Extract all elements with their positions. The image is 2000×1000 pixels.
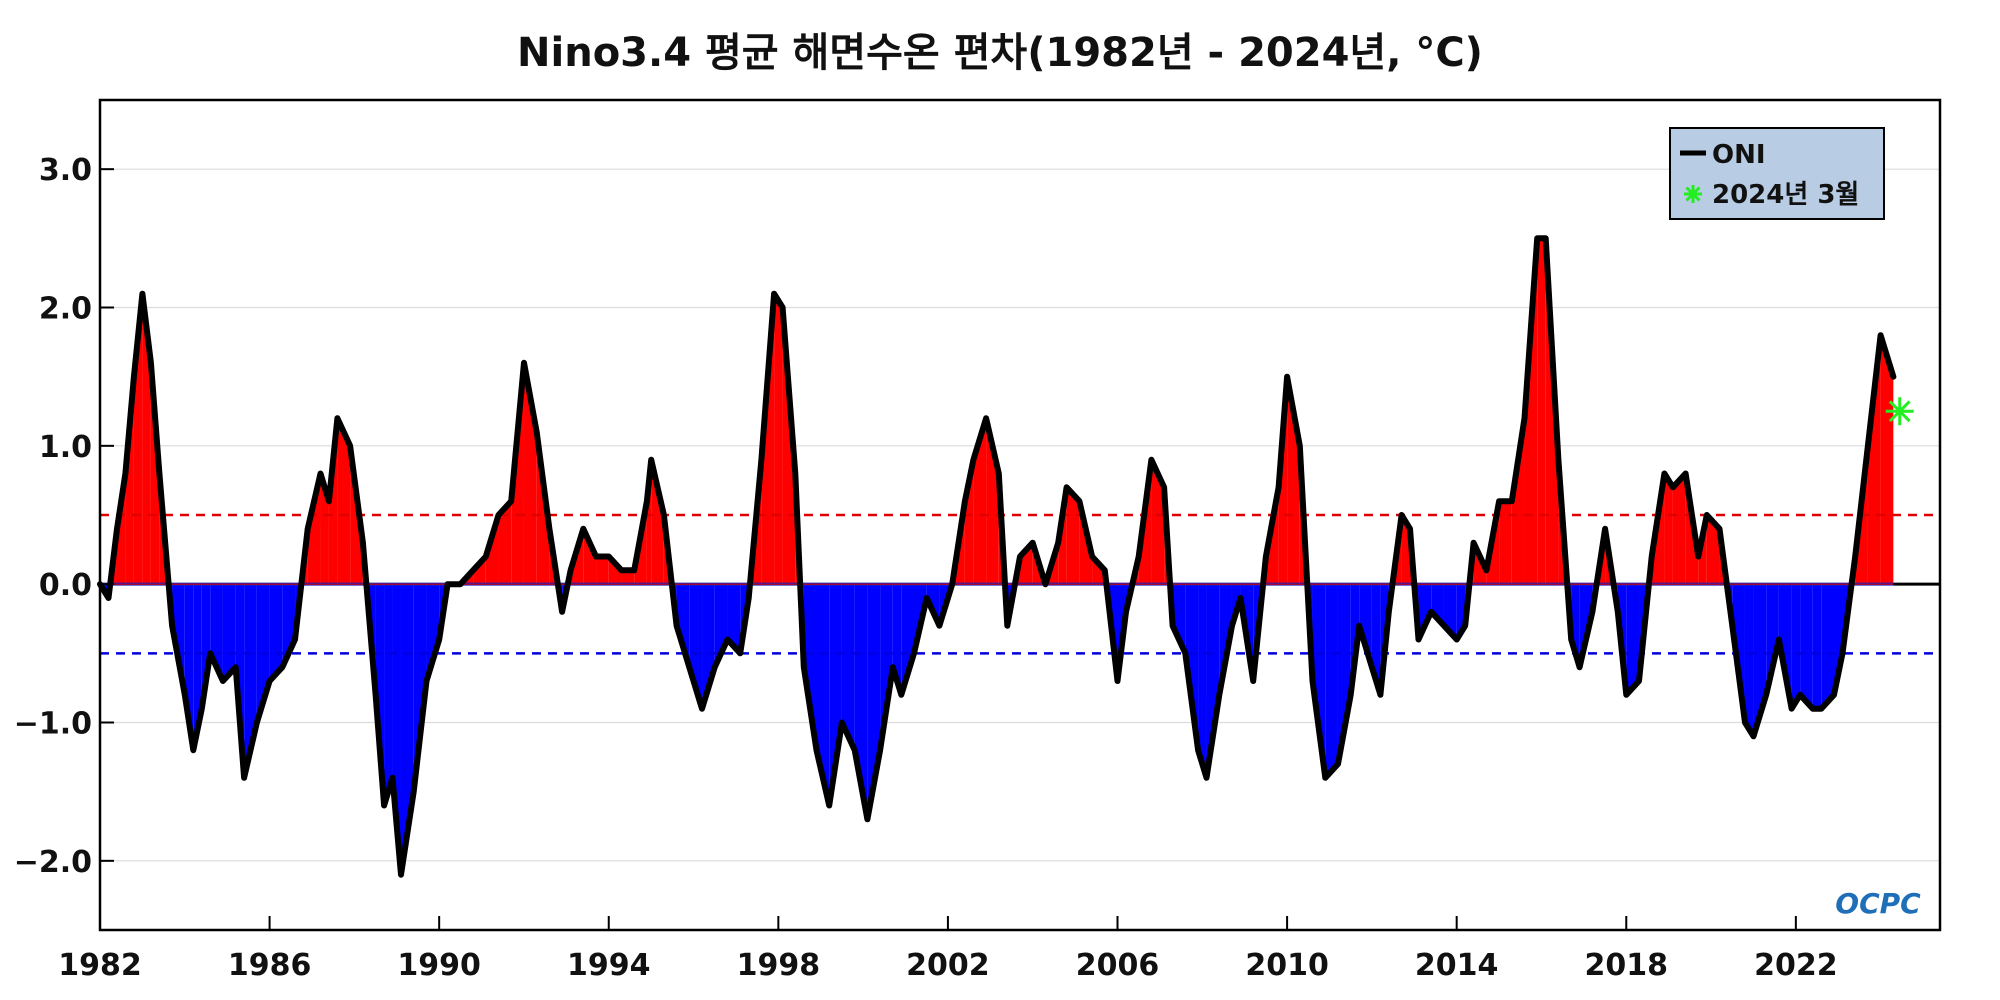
cold-anomaly-area: [901, 584, 915, 695]
cold-anomaly-area: [384, 584, 393, 806]
warm-anomaly-area: [1020, 542, 1033, 585]
warm-anomaly-area: [1672, 473, 1686, 585]
y-axis: 3.0 2.0 1.0 0.0 −1.0 −2.0: [14, 153, 114, 880]
cold-anomaly-area: [1812, 584, 1822, 709]
y-tick-label: 3.0: [39, 153, 92, 188]
x-tick-label: 1990: [397, 948, 481, 983]
legend: ONI 2024년 3월: [1669, 127, 1885, 220]
warm-anomaly-area: [1499, 501, 1512, 585]
x-tick-label: 1994: [567, 948, 651, 983]
y-tick-label: 0.0: [39, 568, 92, 603]
x-tick-label: 2002: [906, 948, 990, 983]
warm-anomaly-area: [621, 570, 635, 585]
warm-anomaly-area: [1151, 459, 1165, 585]
warm-anomaly-area: [337, 418, 351, 585]
x-axis: 1982 1986 1990 1994 1998 2002 2006 2010 2014 2018…: [58, 916, 1838, 983]
x-tick-label: 2022: [1754, 948, 1838, 983]
warm-anomaly-area: [1537, 238, 1546, 585]
warm-anomaly-area: [307, 473, 321, 585]
x-tick-label: 2006: [1076, 948, 1160, 983]
cold-anomaly-area: [1626, 584, 1639, 695]
cold-anomaly-area: [727, 584, 741, 654]
ocpc-logo: OCPC: [1835, 887, 1921, 920]
cold-anomaly-area: [676, 584, 690, 668]
threshold-lines: [100, 513, 1940, 655]
legend-box: [1669, 127, 1885, 220]
plot-frame: [98, 98, 1942, 932]
warm-anomaly-area: [774, 293, 783, 585]
marker-stroke: [1888, 400, 1911, 423]
cold-anomaly-area: [1744, 584, 1754, 737]
cold-anomaly-area: [816, 584, 830, 806]
cold-anomaly-area: [1325, 584, 1338, 778]
cold-anomaly-area: [392, 584, 402, 875]
cold-anomaly-area: [1800, 584, 1813, 709]
anomaly-fill: [100, 238, 1894, 875]
oni-line: [97, 235, 1897, 878]
current-month-marker: [1885, 397, 1914, 426]
cold-anomaly-area: [282, 584, 296, 668]
x-tick-label: 2010: [1245, 948, 1329, 983]
x-tick-label: 1982: [58, 948, 142, 983]
warm-anomaly-area: [1880, 335, 1894, 585]
legend-marker-label: 2024년 3월: [1712, 180, 1859, 210]
y-tick-label: 2.0: [39, 292, 92, 327]
cold-anomaly-area: [880, 584, 893, 751]
cold-anomaly-area: [1312, 584, 1326, 778]
cold-anomaly-area: [829, 584, 842, 806]
cold-anomaly-area: [1821, 584, 1835, 709]
warm-anomaly-area: [1664, 473, 1673, 585]
warm-anomaly-area: [1511, 418, 1525, 585]
warm-anomaly-area: [651, 459, 664, 585]
cold-anomaly-area: [1431, 584, 1444, 626]
oni-line-group: [97, 235, 1897, 878]
cold-anomaly-area: [1766, 584, 1779, 695]
cold-anomaly-area: [269, 584, 283, 681]
warm-anomaly-area: [1867, 335, 1881, 585]
x-tick-label: 1998: [737, 948, 821, 983]
cold-anomaly-area: [803, 584, 817, 751]
warm-anomaly-area: [498, 501, 512, 585]
cold-anomaly-area: [1359, 584, 1372, 668]
y-tick-label: −2.0: [14, 845, 92, 880]
warm-anomaly-area: [964, 459, 974, 585]
cold-anomaly-area: [426, 584, 440, 681]
warm-anomaly-area: [596, 556, 609, 585]
cold-anomaly-area: [1206, 584, 1220, 778]
y-tick-label: 1.0: [39, 430, 92, 465]
legend-oni-label: ONI: [1712, 140, 1766, 170]
y-tick-label: −1.0: [14, 707, 92, 742]
marker-layer: [1885, 397, 1914, 426]
cold-anomaly-area: [184, 584, 194, 751]
warm-anomaly-area: [1287, 376, 1300, 585]
x-tick-label: 2018: [1585, 948, 1669, 983]
cold-anomaly-area: [1834, 584, 1843, 695]
cold-anomaly-area: [841, 584, 855, 751]
cold-anomaly-area: [1337, 584, 1351, 764]
warm-anomaly-area: [1706, 515, 1720, 585]
warm-anomaly-area: [1066, 487, 1080, 585]
legend-marker-icon: [1684, 185, 1702, 203]
x-tick-label: 2014: [1415, 948, 1499, 983]
cold-anomaly-area: [1198, 584, 1207, 778]
chart-title: Nino3.4 평균 해면수온 편차(1982년 - 2024년, °C): [517, 30, 1483, 76]
x-tick-label: 1986: [228, 948, 312, 983]
cold-anomaly-area: [1791, 584, 1801, 709]
cold-anomaly-area: [222, 584, 236, 681]
cold-anomaly-area: [1172, 584, 1186, 654]
